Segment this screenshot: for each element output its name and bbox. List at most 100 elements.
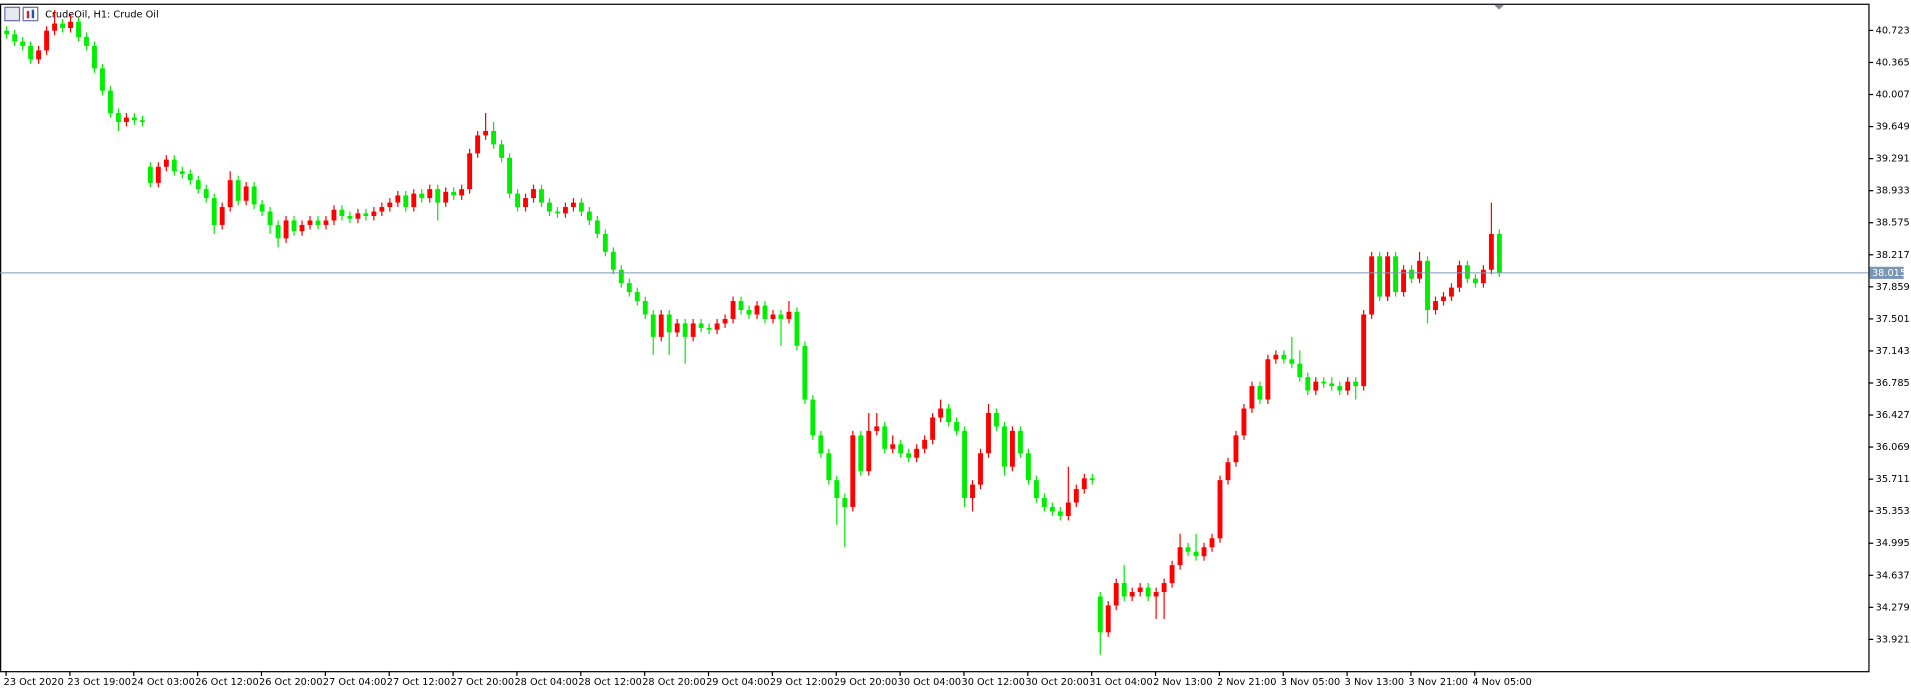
candle-body xyxy=(666,314,672,333)
y-tick-label: 37.859 xyxy=(1876,282,1910,293)
candle-body xyxy=(211,198,217,225)
candle-body xyxy=(802,345,808,400)
candle-body xyxy=(1305,377,1311,391)
candle-body xyxy=(1265,359,1271,400)
candle-body xyxy=(1002,426,1007,467)
x-tick-label: 26 Oct 12:00 xyxy=(195,677,258,688)
candle-body xyxy=(1073,489,1079,503)
candle-body xyxy=(1361,314,1367,387)
y-tick-label: 38.575 xyxy=(1876,218,1910,229)
x-tick-label: 29 Oct 04:00 xyxy=(706,677,769,688)
candle-body xyxy=(459,189,465,196)
candle-body xyxy=(1281,354,1287,360)
candle-body xyxy=(1233,435,1239,463)
x-tick-label: 3 Nov 21:00 xyxy=(1409,677,1468,688)
candle-body xyxy=(850,435,856,507)
candle-body xyxy=(179,171,185,174)
candle-body xyxy=(1137,587,1143,593)
candle-body xyxy=(962,430,967,499)
candle-body xyxy=(1401,269,1407,293)
candle-body xyxy=(786,311,792,319)
candle-body xyxy=(1257,386,1263,400)
candle-body xyxy=(403,195,409,208)
candle-body xyxy=(1369,256,1375,315)
candle-body xyxy=(682,323,688,337)
candle-body xyxy=(123,117,129,123)
candle-body xyxy=(994,412,999,427)
candle-body xyxy=(586,211,592,221)
icon xyxy=(22,6,39,22)
y-tick-label: 36.785 xyxy=(1876,378,1910,389)
candle-body xyxy=(499,144,505,158)
candle-body xyxy=(395,195,401,203)
candle-body xyxy=(171,159,177,172)
candle-body xyxy=(1225,462,1231,481)
x-tick-label: 31 Oct 04:00 xyxy=(1089,677,1152,688)
candle-body xyxy=(906,453,912,458)
candle-body xyxy=(746,310,752,315)
candle-body xyxy=(770,314,776,319)
candle-body xyxy=(1193,551,1199,557)
candle-body xyxy=(930,417,936,440)
candle-body xyxy=(1465,265,1470,279)
candle-body xyxy=(52,23,58,31)
candle-body xyxy=(435,189,441,203)
candle-body xyxy=(315,220,321,225)
candle-body xyxy=(834,480,840,499)
candle-body xyxy=(251,186,257,205)
candle-body xyxy=(131,117,137,121)
candle-body xyxy=(1065,502,1071,516)
candle-body xyxy=(730,301,736,319)
x-tick-label: 24 Oct 03:00 xyxy=(131,677,194,688)
candle-body xyxy=(363,213,369,217)
last-price-badge xyxy=(1869,266,1904,279)
candle-body xyxy=(547,202,552,212)
candle-body xyxy=(1057,511,1063,516)
y-tick-label: 34.279 xyxy=(1876,602,1910,613)
candle-body xyxy=(12,34,18,42)
candle-body xyxy=(347,216,353,219)
candle-body xyxy=(1425,260,1430,311)
candle-body xyxy=(570,202,576,208)
candle-body xyxy=(610,251,616,270)
candle-body xyxy=(762,305,768,319)
candle-body xyxy=(626,283,632,293)
candle-body xyxy=(1273,354,1279,360)
candle-body xyxy=(92,45,97,69)
candle-body xyxy=(938,408,944,418)
candle-body xyxy=(299,224,305,232)
x-tick-label: 28 Oct 20:00 xyxy=(642,677,705,688)
candle-body xyxy=(1457,265,1462,288)
candle-body xyxy=(1161,583,1167,593)
candle-body xyxy=(443,191,449,203)
candle-body xyxy=(1313,381,1319,391)
plot: 40.723 40.365 40.007 39.649 39.291 38.933 38.5… xyxy=(0,10,1910,688)
x-tick-label: 23 Oct 2020 xyxy=(4,677,64,688)
candle-body xyxy=(419,193,425,199)
candle-body xyxy=(20,41,26,46)
candle-body xyxy=(1385,256,1391,297)
x-tick-label: 3 Nov 05:00 xyxy=(1281,677,1340,688)
y-tick-label: 40.365 xyxy=(1876,57,1910,68)
candle-body xyxy=(267,211,273,225)
candle-body xyxy=(650,314,656,337)
candle-body xyxy=(922,439,928,449)
candle-body xyxy=(754,305,760,315)
candle-body xyxy=(515,193,520,208)
y-tick-label: 34.637 xyxy=(1876,570,1910,581)
candle-body xyxy=(76,21,81,37)
candle-body xyxy=(283,220,289,239)
y-tick-label: 40.007 xyxy=(1876,90,1910,101)
y-tick-label: 36.069 xyxy=(1876,442,1910,453)
candle-body xyxy=(523,198,528,208)
candle-body xyxy=(722,318,728,324)
candle-body xyxy=(706,327,712,330)
candle-body xyxy=(890,444,896,449)
candle-body xyxy=(1049,506,1055,512)
candle-body xyxy=(187,173,193,181)
candle-body xyxy=(1041,498,1047,507)
candle-body xyxy=(1353,381,1359,387)
candle-body xyxy=(1337,386,1343,391)
candle-body xyxy=(563,207,568,214)
plot-frame xyxy=(0,3,1870,673)
